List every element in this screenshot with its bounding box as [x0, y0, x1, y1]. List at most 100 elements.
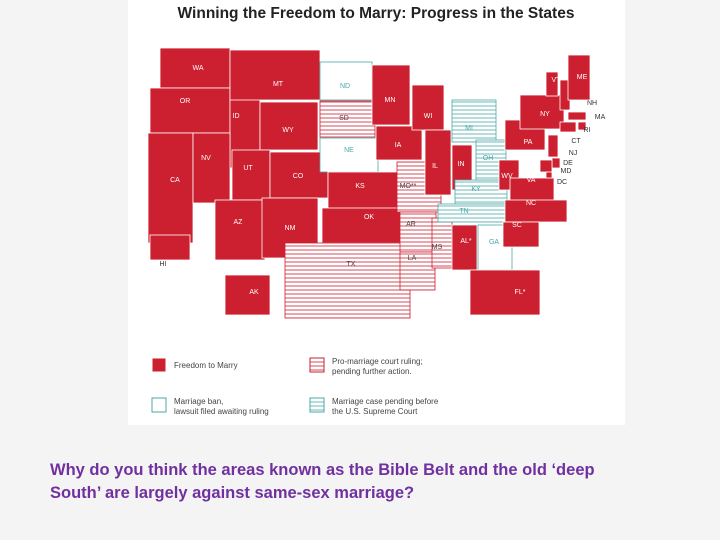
state-shape: [149, 87, 231, 134]
state-label: WI: [424, 113, 433, 120]
state-label: IL: [432, 163, 438, 170]
state-shape: [539, 159, 553, 173]
state-label: MA: [595, 114, 606, 121]
state-label: AL*: [460, 238, 472, 245]
state-label: NM: [285, 225, 296, 232]
state-label: AR: [406, 221, 416, 228]
state-label: WY: [282, 127, 294, 134]
state-label: NC: [526, 200, 536, 207]
state-label: GA: [489, 239, 499, 246]
state-shape: [319, 61, 373, 101]
state-label: LA: [408, 255, 417, 262]
state-shape: [214, 199, 266, 261]
state-label: DE: [563, 160, 573, 167]
state-shape: [149, 234, 191, 261]
state-shape: [437, 203, 511, 223]
state-label: CT: [571, 138, 581, 145]
state-shape: [547, 134, 559, 158]
state-label: KS: [355, 183, 365, 190]
state-label: NV: [201, 155, 211, 162]
state-shape: [577, 121, 587, 131]
question-line: South’ are largely against same-sex marr…: [50, 484, 415, 502]
state-shape: [224, 274, 271, 316]
legend-swatch: [309, 357, 325, 373]
state-shape: [545, 71, 559, 97]
state-label: MN: [385, 97, 396, 104]
state-label: OK: [364, 214, 374, 221]
state-label: IA: [395, 142, 402, 149]
state-label: SC: [512, 222, 522, 229]
state-shape: [559, 121, 577, 133]
state-label: ND: [340, 83, 350, 90]
state-shape: [321, 207, 411, 244]
state-label: OH: [483, 155, 494, 162]
state-label: NY: [540, 111, 550, 118]
legend-swatch: [151, 397, 167, 413]
state-label: MI: [465, 125, 473, 132]
state-shape: [231, 149, 271, 201]
state-shape: [567, 54, 591, 101]
state-shape: [399, 211, 437, 253]
state-shape: [545, 171, 553, 179]
state-shape: [147, 132, 194, 244]
state-label: CA: [170, 177, 180, 184]
question-line: Why do you think the areas known as the …: [50, 461, 595, 479]
state-label: NH: [587, 100, 597, 107]
state-label: VA: [527, 177, 536, 184]
state-label: ME: [577, 74, 588, 81]
legend-label: pending further action.: [332, 367, 412, 376]
legend-label: Pro-marriage court ruling;: [332, 357, 423, 366]
state-label: FL*: [515, 289, 526, 296]
state-label: PA: [524, 139, 533, 146]
state-shape: [502, 221, 540, 248]
state-shape: [319, 100, 376, 138]
state-label: KY: [471, 186, 481, 193]
state-label: MD: [561, 168, 572, 175]
state-label: TN: [459, 208, 468, 215]
map-title: Winning the Freedom to Marry: Progress i…: [178, 5, 575, 22]
state-shape: [371, 64, 411, 126]
state-shape: [159, 47, 231, 89]
legend-swatch: [309, 397, 325, 413]
state-shape: [451, 99, 497, 143]
legend-label: Freedom to Marry: [174, 361, 238, 370]
state-label: IN: [458, 161, 465, 168]
state-label: OR: [180, 98, 191, 105]
state-shape: [399, 251, 436, 291]
state-shape: [259, 101, 319, 151]
state-label: SD: [339, 115, 349, 122]
state-label: HI: [160, 261, 167, 268]
state-shape: [411, 84, 445, 131]
legend-label: Marriage case pending before: [332, 397, 439, 406]
legend-swatch: [151, 357, 167, 373]
state-shape: [192, 132, 231, 204]
legend-label: lawsuit filed awaiting ruling: [174, 407, 269, 416]
state-label: AK: [249, 289, 259, 296]
state-label: WV: [501, 173, 513, 180]
state-label: AZ: [234, 219, 244, 226]
legend-label: the U.S. Supreme Court: [332, 407, 418, 416]
legend-label: Marriage ban,: [174, 397, 223, 406]
state-label: NJ: [569, 150, 578, 157]
state-shape: [509, 177, 555, 203]
state-shape: [424, 129, 452, 196]
state-shape: [284, 242, 411, 319]
state-shape: [519, 94, 565, 130]
state-label: RI: [584, 127, 591, 134]
state-shape: [551, 157, 561, 169]
state-shape: [469, 269, 541, 316]
state-label: MT: [273, 81, 284, 88]
state-label: MO**: [400, 183, 417, 190]
state-shape: [327, 171, 399, 211]
state-label: TX: [347, 261, 356, 268]
state-label: CO: [293, 173, 304, 180]
state-shape: [451, 224, 478, 271]
state-shape: [319, 137, 379, 173]
state-label: MS: [432, 244, 443, 251]
state-label: UT: [243, 165, 253, 172]
state-label: WA: [192, 65, 203, 72]
map: Winning the Freedom to Marry: Progress i…: [147, 5, 606, 416]
state-shape: [567, 111, 587, 121]
state-label: ID: [233, 113, 240, 120]
state-label: DC: [557, 179, 567, 186]
